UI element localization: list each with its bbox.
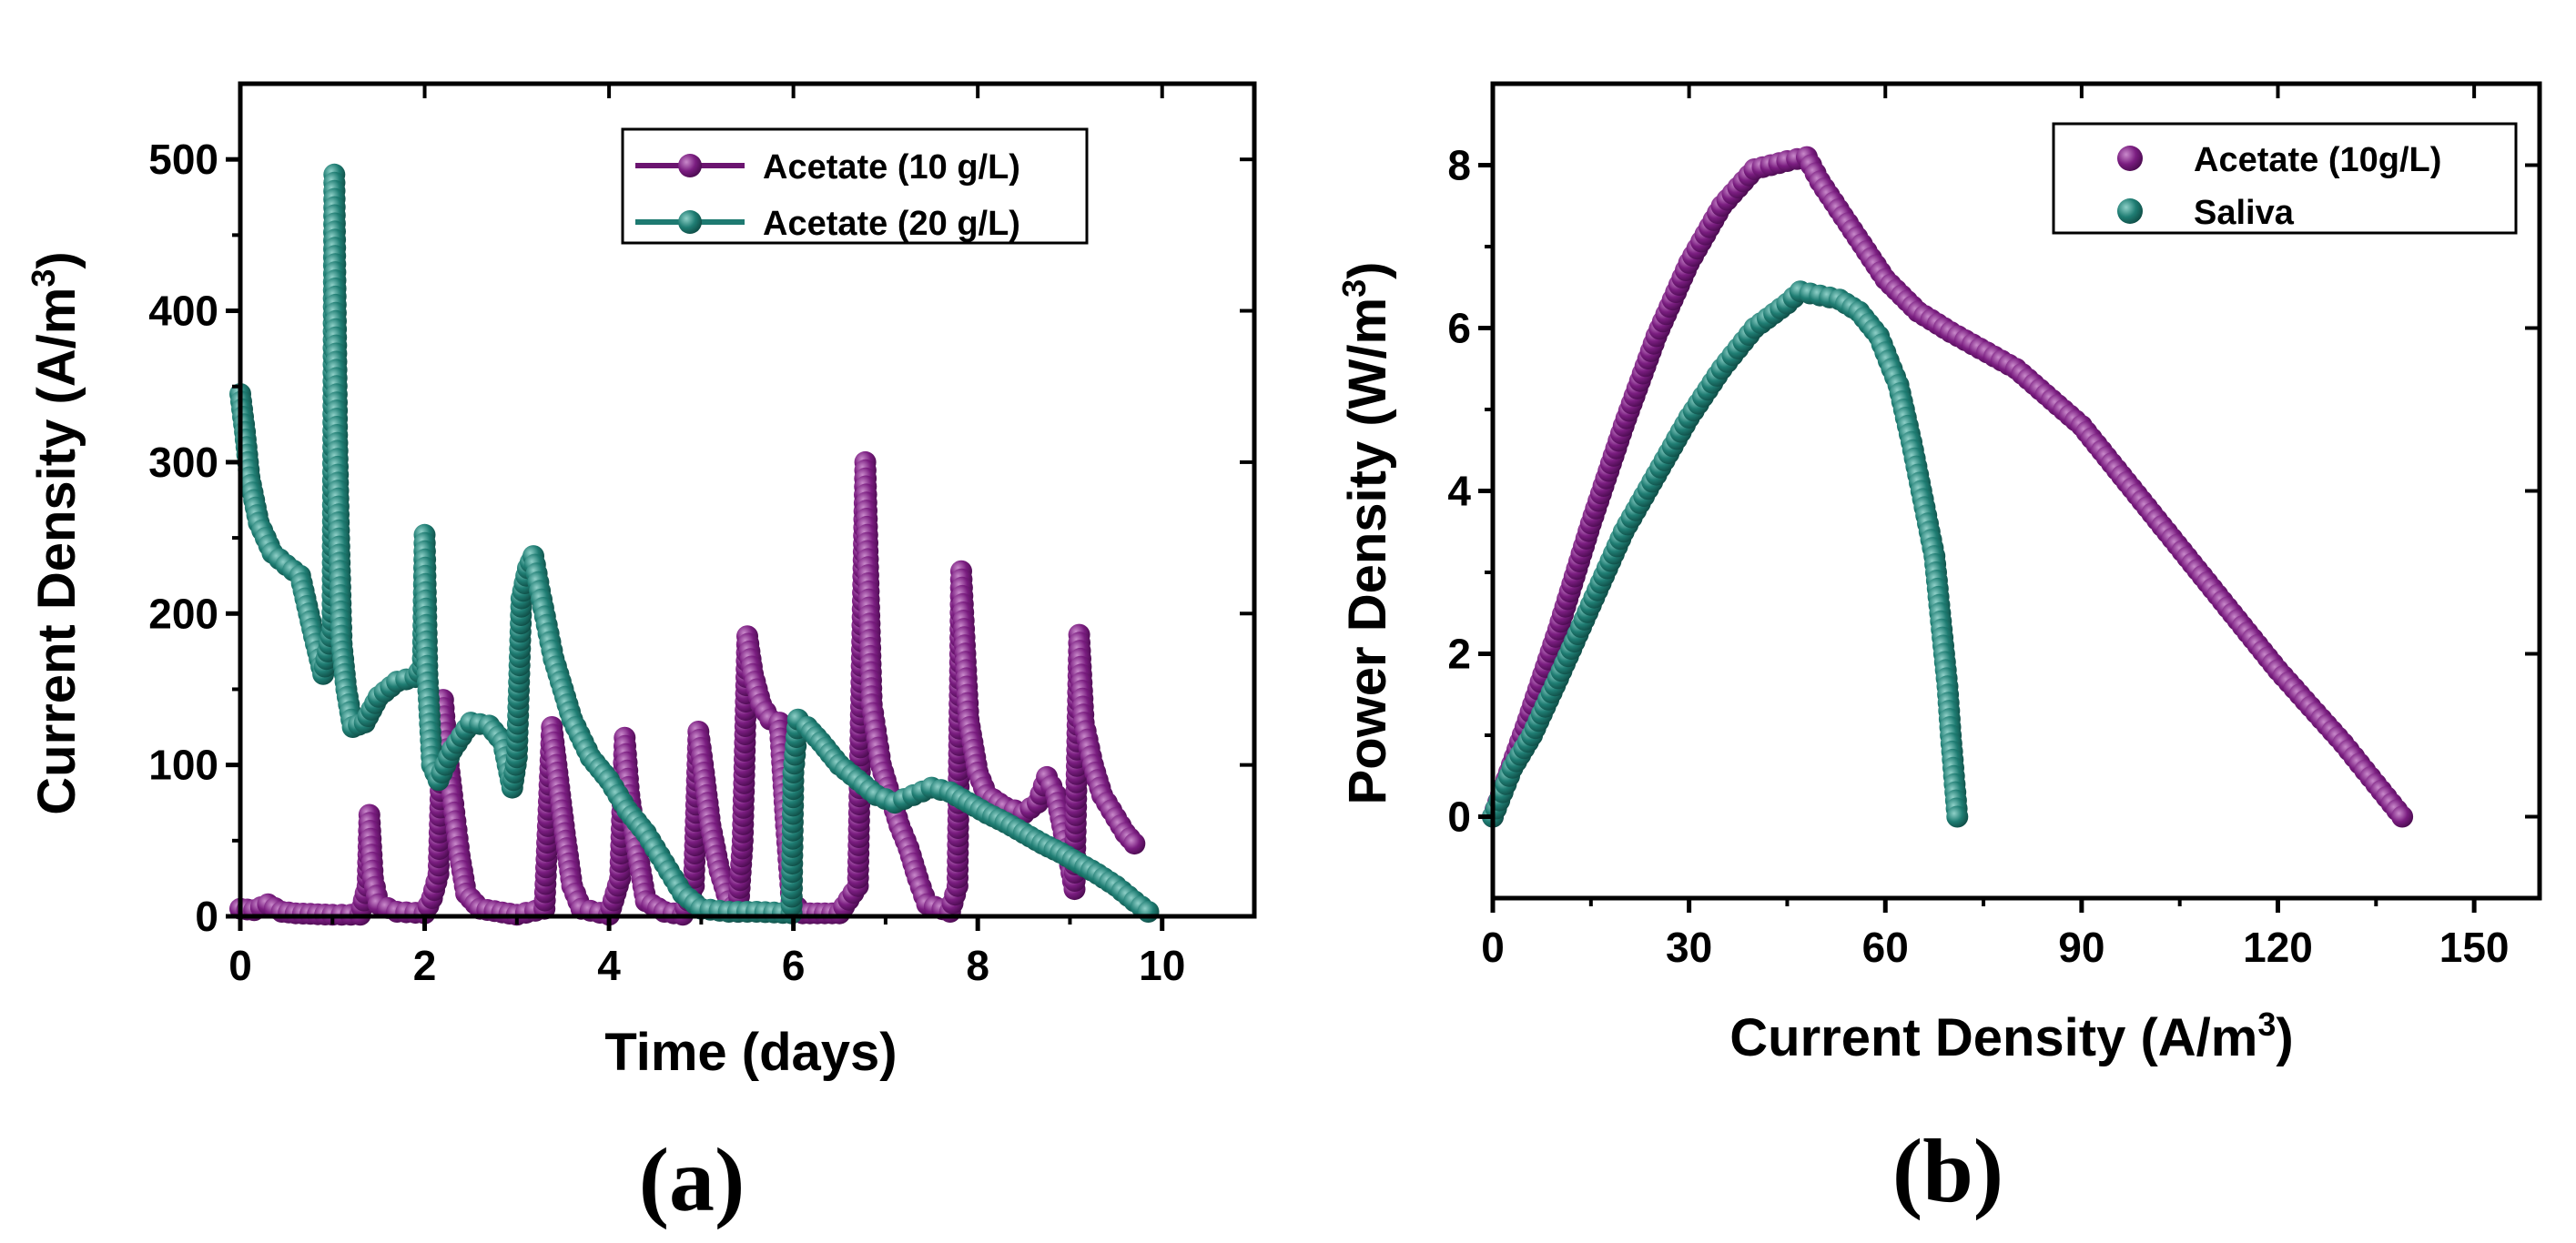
chart-a-y-tick-label: 0 [195, 893, 218, 940]
chart-b: 0 30 60 90 120 150 0 2 4 6 8 Current Density (A/m3… [1335, 81, 2542, 1221]
chart-b-legend-marker [2117, 146, 2143, 171]
chart-b-x-tick-label: 90 [2058, 924, 2104, 971]
chart-a-legend-label: Acetate (20 g/L) [763, 205, 1020, 243]
chart-b-legend-label: Saliva [2194, 194, 2295, 232]
chart-a-x-tick-label: 10 [1139, 942, 1185, 989]
chart-a-x-tick-label: 2 [413, 942, 437, 989]
chart-a-x-tick-label: 0 [228, 942, 252, 989]
chart-a-legend: Acetate (10 g/L) Acetate (20 g/L) [621, 127, 1089, 245]
chart-b-axes: 0 30 60 90 120 150 0 2 4 6 8 [1447, 81, 2542, 971]
chart-b-series-1 [1482, 280, 1969, 828]
chart-b-panel-label: (b) [1892, 1120, 2003, 1221]
chart-a-panel-label: (a) [639, 1129, 745, 1230]
chart-b-x-tick-label: 120 [2243, 924, 2313, 971]
chart-b-x-tick-label: 150 [2439, 924, 2510, 971]
chart-a-legend-marker [678, 210, 702, 234]
chart-b-legend: Acetate (10g/L) Saliva [2052, 122, 2518, 235]
chart-b-y-tick-label: 6 [1447, 305, 1471, 352]
chart-a-series-0 [229, 450, 1146, 926]
chart-b-y-tick-label: 0 [1447, 793, 1471, 841]
chart-a-frame [238, 81, 1257, 919]
chart-b-data-point [1946, 805, 1969, 828]
chart-a-series-1 [229, 163, 1160, 925]
chart-a-legend-label: Acetate (10 g/L) [763, 148, 1020, 187]
chart-a-data-point [1123, 833, 1146, 855]
chart-b-x-tick-label: 30 [1666, 924, 1712, 971]
chart-a-y-tick-label: 100 [148, 742, 218, 789]
chart-a-x-tick-label: 8 [966, 942, 989, 989]
chart-b-x-axis-label: Current Density (A/m3) [1729, 1006, 2293, 1067]
chart-b-legend-label: Acetate (10g/L) [2194, 141, 2441, 179]
chart-a-x-axis-label: Time (days) [604, 1023, 897, 1082]
chart-a-x-tick-label: 4 [597, 942, 621, 989]
chart-a-legend-marker [678, 154, 702, 177]
chart-b-y-tick-label: 4 [1447, 468, 1471, 515]
chart-b-plot-area [1482, 146, 2414, 828]
chart-b-y-tick-label: 8 [1447, 142, 1471, 189]
chart-a-y-tick-label: 300 [148, 439, 218, 486]
chart-a-y-tick-label: 200 [148, 590, 218, 637]
chart-b-y-tick-label: 2 [1447, 631, 1471, 678]
chart-b-legend-marker [2117, 198, 2143, 224]
chart-b-y-axis-label: Power Density (W/m3) [1335, 262, 1397, 805]
chart-a-y-axis-label: Current Density (A/m3) [25, 251, 86, 814]
chart-b-x-tick-label: 0 [1481, 924, 1505, 971]
chart-a-plot-area [229, 163, 1160, 926]
chart-b-data-point [2391, 805, 2414, 828]
chart-a-y-tick-label: 500 [148, 136, 218, 183]
chart-a-data-point [1137, 901, 1160, 923]
chart-b-x-tick-label: 60 [1862, 924, 1909, 971]
chart-a-y-tick-label: 400 [148, 288, 218, 335]
chart-a-x-tick-label: 6 [782, 942, 806, 989]
